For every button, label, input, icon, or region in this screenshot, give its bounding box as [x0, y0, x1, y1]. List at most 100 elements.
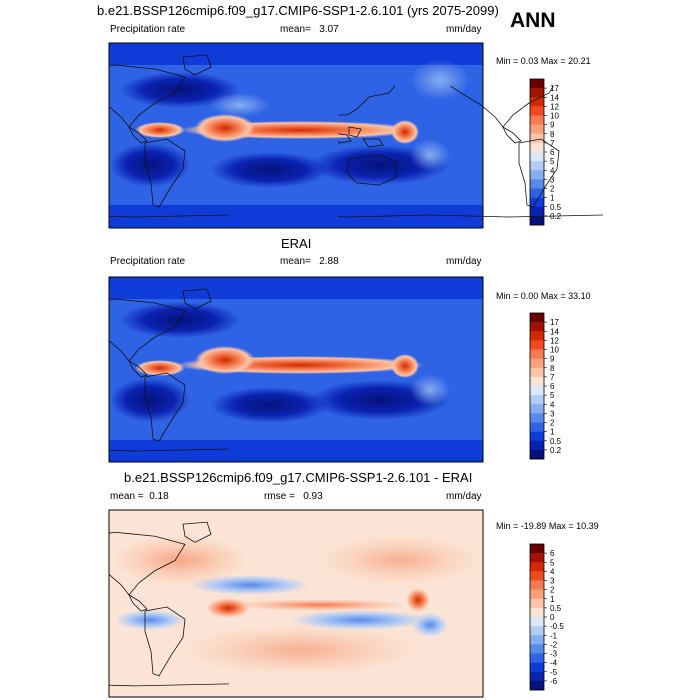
colorbar-tick-label: 3 — [550, 409, 555, 418]
panel3-rmse-label: rmse = — [264, 491, 295, 502]
colorbar-tick-label: 1 — [550, 595, 555, 604]
colorbar-swatch — [530, 79, 544, 89]
colorbar-swatch — [530, 188, 544, 198]
colorbar-tick-label: 5 — [550, 391, 555, 400]
colorbar-tick-label: 7 — [550, 139, 555, 148]
colorbar-swatch — [530, 626, 544, 636]
coastline — [348, 126, 362, 138]
panel1-mean-value: 3.07 — [319, 24, 339, 35]
panel3-coastlines-wrap — [0, 521, 230, 687]
colorbar-tick-label: 3 — [550, 577, 555, 586]
panel1-minmax: Min = 0.03 Max = 20.21 — [496, 56, 591, 66]
panel1-min-value: 0.03 — [520, 56, 539, 66]
panel3-rmse: rmse = 0.93 — [264, 491, 323, 502]
panel3-coastlines — [0, 521, 230, 687]
colorbar-swatch — [530, 404, 544, 414]
panel2-coastlines-wrap — [0, 288, 230, 452]
colorbar-tick-label: -2 — [550, 640, 558, 649]
colorbar-swatch — [530, 97, 544, 107]
panel3-rmse-value: 0.93 — [303, 491, 323, 502]
coastline — [362, 138, 384, 148]
colorbar-tick-label: 6 — [550, 148, 555, 157]
coastline — [557, 55, 585, 75]
colorbar-swatch — [530, 598, 544, 609]
panel2-map — [109, 277, 483, 462]
colorbar-tick-label: 14 — [550, 93, 559, 102]
coastline — [109, 214, 230, 218]
colorbar-swatch — [530, 124, 544, 135]
colorbar-tick-label: -3 — [550, 650, 558, 659]
coastline — [0, 139, 9, 147]
panel2-units: mm/day — [446, 256, 482, 267]
colorbar-tick-label: 5 — [550, 558, 555, 567]
colorbar-tick-label: 0.5 — [550, 437, 562, 446]
panel2-mean-label: mean= — [280, 256, 311, 267]
colorbar-swatch — [530, 395, 544, 405]
colorbar-swatch — [530, 544, 544, 554]
colorbar-swatch — [530, 440, 544, 451]
colorbar-swatch — [530, 367, 544, 378]
colorbar-swatch — [530, 562, 544, 572]
colorbar-tick-label: -1 — [550, 631, 558, 640]
colorbar-swatch — [530, 313, 544, 323]
colorbar-tick-label: 10 — [550, 112, 559, 121]
panel2-title: ERAI — [281, 236, 312, 251]
colorbar-tick-label: 1 — [550, 428, 555, 437]
colorbar-tick-label: 9 — [550, 355, 555, 364]
panel2-map-frame — [108, 276, 484, 463]
panel3-mean-value: 0.18 — [149, 491, 169, 502]
coastline — [182, 521, 212, 543]
coastline — [128, 593, 148, 612]
coastline — [109, 64, 186, 128]
colorbar-swatch — [530, 376, 544, 387]
season-label: ANN — [510, 9, 556, 32]
colorbar-tick-label: 12 — [550, 102, 559, 111]
colorbar-tick-label: 4 — [550, 567, 555, 576]
colorbar-tick-label: 6 — [550, 549, 555, 558]
colorbar-tick-label: 17 — [550, 318, 559, 327]
colorbar-tick-label: 0.5 — [550, 203, 562, 212]
panel3-min-label: Min = — [496, 521, 519, 531]
colorbar-tick-label: -0.5 — [550, 622, 564, 631]
colorbar-tick-label: 17 — [550, 84, 559, 93]
coastline — [0, 299, 25, 357]
panel2-minmax: Min = 0.00 Max = 33.10 — [496, 291, 591, 301]
coastline — [0, 607, 9, 615]
colorbar-tick-label: 4 — [550, 166, 555, 175]
colorbar-swatch — [530, 133, 544, 144]
colorbar-swatch — [530, 680, 544, 691]
panel1-variable-label: Precipitation rate — [110, 24, 186, 35]
colorbar-tick-label: 6 — [550, 382, 555, 391]
panel1-max-label: Max = — [540, 56, 566, 66]
coastline — [449, 86, 554, 128]
panel3-mean-label: mean = — [110, 491, 144, 502]
coastline — [346, 154, 398, 186]
colorbar-tick-label: 8 — [550, 130, 555, 139]
coastline — [109, 531, 186, 596]
colorbar-swatch — [530, 644, 544, 654]
colorbar-tick-label: 2 — [550, 185, 555, 194]
coastline — [338, 214, 604, 218]
colorbar-swatch — [530, 142, 544, 153]
colorbar-swatch — [530, 170, 544, 180]
panel1-units: mm/day — [446, 24, 482, 35]
colorbar-swatch — [530, 617, 544, 627]
panel3-title: b.e21.BSSP126cmip6.f09_g17.CMIP6-SSP1-2.… — [124, 470, 473, 485]
coastline — [0, 373, 9, 381]
colorbar-swatch — [530, 322, 544, 332]
colorbar-swatch — [530, 413, 544, 423]
colorbar-tick-label: -5 — [550, 668, 558, 677]
panel1-coastlines — [0, 54, 230, 218]
colorbar-swatch — [530, 161, 544, 171]
coastline — [518, 138, 560, 208]
colorbar-swatch — [530, 179, 544, 189]
coastline — [182, 288, 212, 310]
colorbar-swatch — [530, 88, 544, 98]
colorbar-swatch — [530, 635, 544, 645]
colorbar-swatch — [530, 431, 544, 442]
colorbar-tick-label: -4 — [550, 659, 558, 668]
